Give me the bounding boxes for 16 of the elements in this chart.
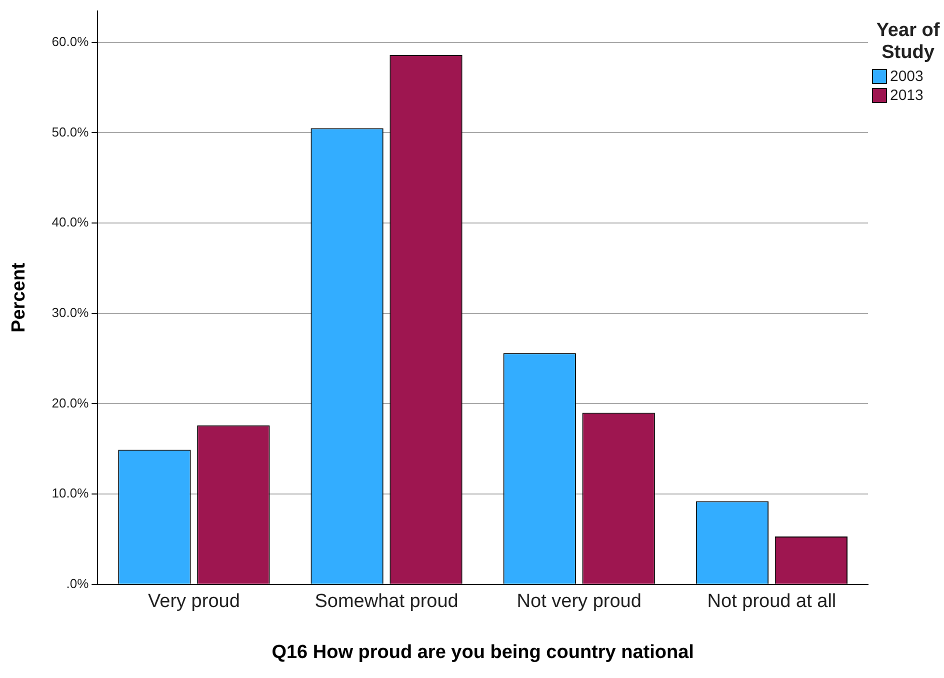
y-tick-label: 60.0% (52, 34, 90, 49)
x-tick-label: Somewhat proud (314, 591, 458, 612)
legend-title: Year of Study (875, 20, 941, 64)
x-tick-label: Not very proud (516, 591, 642, 612)
y-tick-label: 50.0% (52, 124, 90, 140)
y-axis-title: Percent (8, 262, 30, 332)
x-tick-label: Very proud (148, 591, 240, 612)
x-axis-title: Q16 How proud are you being country national (272, 642, 694, 663)
y-tick-label: 10.0% (52, 486, 90, 501)
y-tick-label: 30.0% (52, 304, 90, 320)
legend-label: 2003 (890, 68, 924, 85)
legend-label: 2013 (890, 87, 924, 104)
y-tick-label: 40.0% (52, 214, 90, 230)
x-tick-label: Not proud at all (707, 591, 836, 612)
y-tick-label: 20.0% (52, 395, 90, 410)
y-tick-label: .0% (66, 576, 90, 591)
